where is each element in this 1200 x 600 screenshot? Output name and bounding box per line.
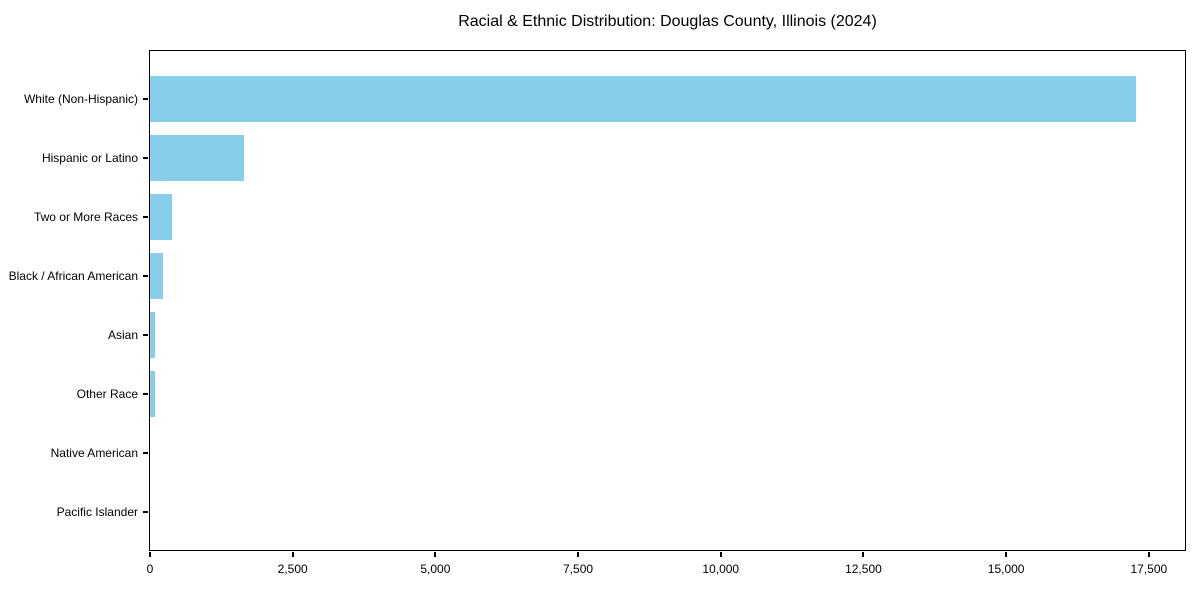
y-tick-mark	[143, 334, 149, 337]
category-label: Native American	[50, 446, 138, 461]
category-label: Pacific Islander	[56, 505, 138, 520]
bar-row: Hispanic or Latino	[42, 128, 1185, 187]
bar-row: Asian	[108, 306, 1185, 365]
bar	[150, 134, 245, 181]
category-label: Asian	[107, 328, 138, 343]
category-label: White (Non-Hispanic)	[23, 91, 138, 106]
x-tick-mark	[1147, 551, 1150, 557]
x-axis: 0 2,500 5,000 7,500 10,000 12,500 15,000 17,500	[146, 550, 1185, 584]
bar	[150, 312, 155, 359]
bar	[150, 193, 173, 240]
x-tick-label: 2,500	[277, 562, 308, 576]
x-tick-label: 7,500	[563, 562, 594, 576]
chart-title: Racial & Ethnic Distribution: Douglas Co…	[458, 13, 877, 30]
y-tick-mark	[143, 393, 149, 396]
x-tick-mark	[719, 551, 722, 557]
x-tick-label: 5,000	[420, 562, 451, 576]
bar-row: Other Race	[77, 365, 1185, 424]
bar-row: Two or More Races	[34, 187, 1185, 246]
x-tick-mark	[577, 551, 580, 557]
plot-area: White (Non-Hispanic) Hispanic or Latino Tw…	[9, 50, 1186, 576]
x-tick-label: 10,000	[702, 562, 740, 576]
bar-rows: White (Non-Hispanic) Hispanic or Latino Tw…	[9, 51, 1185, 550]
bar-row: Black / African American	[9, 246, 1185, 305]
bar-row: White (Non-Hispanic)	[24, 69, 1185, 128]
x-tick-mark	[862, 551, 865, 557]
bar	[150, 371, 155, 418]
category-label: Hispanic or Latino	[41, 150, 138, 165]
y-tick-mark	[143, 511, 149, 514]
x-tick-label: 0	[146, 562, 154, 576]
category-label: Two or More Races	[33, 209, 138, 224]
x-tick-label: 12,500	[845, 562, 882, 576]
x-tick-mark	[1005, 551, 1008, 557]
x-tick-label: 15,000	[987, 562, 1025, 576]
x-tick-mark	[149, 551, 151, 557]
y-tick-mark	[143, 156, 149, 159]
category-label: Other Race	[76, 387, 138, 402]
y-tick-mark	[143, 274, 149, 277]
x-tick-label: 17,500	[1130, 562, 1168, 576]
bar-row: Native American	[51, 424, 1185, 483]
bar	[150, 75, 1136, 122]
y-tick-mark	[143, 452, 149, 455]
category-label: Black / African American	[8, 268, 138, 283]
bar-row: Pacific Islander	[57, 483, 1185, 542]
y-tick-mark	[143, 215, 149, 218]
x-tick-mark	[434, 551, 437, 557]
x-tick-mark	[291, 551, 294, 557]
bar	[150, 252, 164, 299]
y-tick-mark	[143, 97, 149, 100]
